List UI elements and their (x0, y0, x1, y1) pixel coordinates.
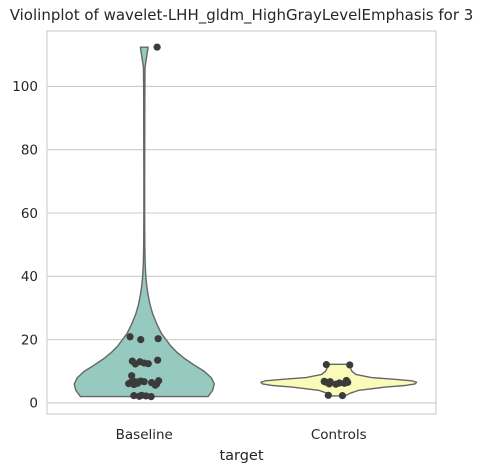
data-point (126, 333, 134, 341)
data-point (128, 372, 136, 380)
data-point (325, 380, 333, 388)
data-point (151, 381, 159, 389)
x-tick-label: Controls (311, 427, 367, 443)
data-point (332, 380, 340, 388)
violins (73, 46, 418, 398)
data-point (154, 356, 162, 364)
y-tick-label: 20 (21, 332, 38, 348)
x-axis-label: target (219, 448, 263, 464)
data-point (135, 392, 143, 400)
violin-baseline (73, 46, 215, 398)
data-point (154, 335, 162, 343)
chart-title: Violinplot of wavelet-LHH_gldm_HighGrayL… (10, 6, 474, 25)
y-tick-label: 60 (21, 206, 38, 222)
data-point (130, 392, 138, 400)
data-point (140, 378, 148, 386)
data-point (322, 361, 330, 369)
y-tick-label: 80 (21, 142, 38, 158)
data-point (131, 360, 139, 368)
data-point (338, 392, 347, 400)
data-point (346, 361, 354, 369)
x-tick-label: Baseline (116, 427, 173, 443)
data-point (340, 379, 349, 387)
data-point (137, 336, 145, 344)
y-tick-label: 40 (21, 269, 38, 285)
data-point (144, 360, 152, 368)
data-point (147, 392, 155, 401)
strip-points (125, 43, 354, 401)
plot-frame (46, 30, 437, 415)
tick-labels: 0 20 40 60 80 100 Baseline Controls (12, 79, 366, 443)
y-tick-label: 0 (29, 396, 38, 412)
grid-lines (47, 85, 436, 404)
data-point (130, 380, 138, 389)
data-point (324, 391, 332, 399)
y-tick-label: 100 (12, 79, 38, 95)
data-point (153, 43, 161, 51)
